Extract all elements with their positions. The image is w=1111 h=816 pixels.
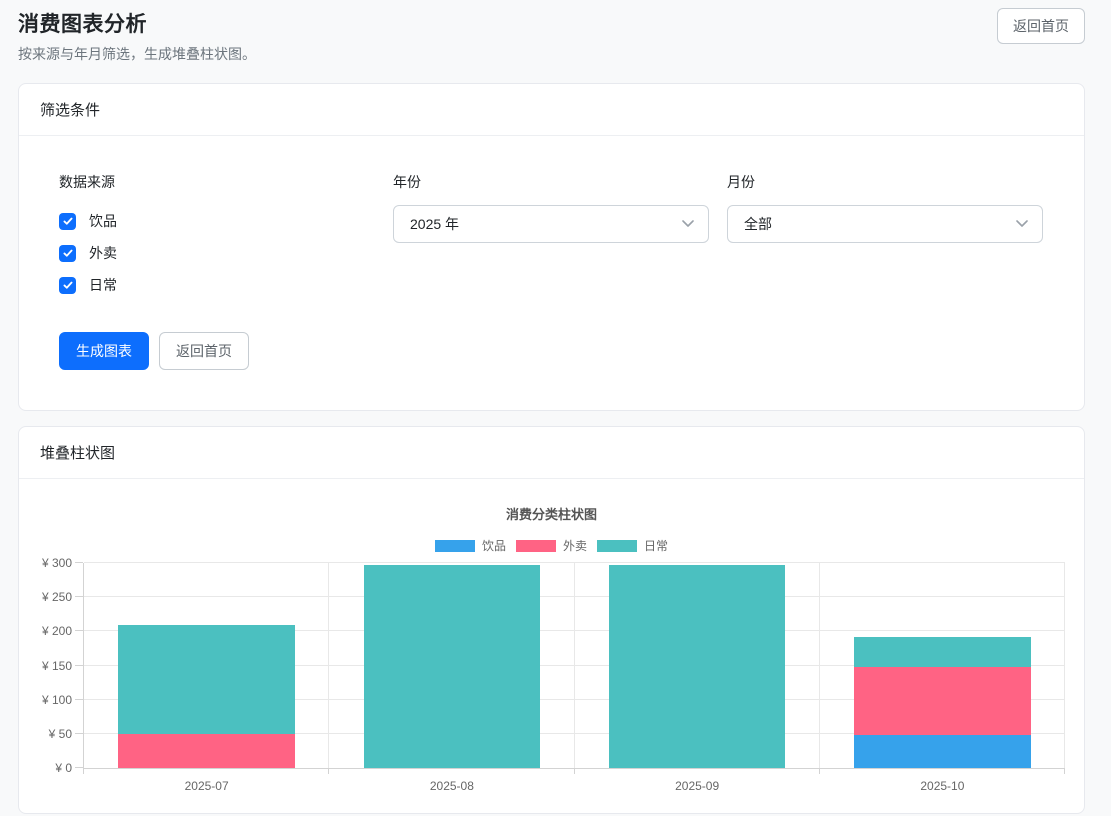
legend-swatch	[597, 539, 637, 552]
x-tick	[83, 768, 84, 774]
legend-swatch	[434, 539, 475, 552]
x-tick	[328, 768, 330, 774]
bar-segment-日常[interactable]	[118, 624, 295, 734]
category-2025-08: 2025-08	[329, 563, 574, 793]
y-gridline	[84, 630, 1065, 632]
check-icon	[63, 281, 72, 289]
legend-item-外卖[interactable]: 外卖	[515, 537, 587, 554]
chart-plot-area: ¥ 0 ¥ 50 ¥ 100 ¥ 150 ¥ 200 ¥ 250 ¥ 300 2025-07 2…	[42, 556, 1065, 793]
x-axis-label: 2025-07	[184, 779, 229, 793]
x-tick	[573, 768, 575, 774]
bar-segment-饮品[interactable]	[854, 735, 1031, 768]
y-axis-label: ¥ 150	[41, 658, 72, 673]
legend-label: 外卖	[562, 539, 587, 553]
y-tick	[75, 698, 83, 700]
x-gridline	[818, 563, 820, 768]
category-2025-09: 2025-09	[575, 563, 820, 793]
y-axis-label: ¥ 50	[48, 726, 72, 741]
x-gridline	[328, 563, 330, 768]
y-gridline	[84, 732, 1065, 734]
x-axis-label: 2025-09	[675, 779, 720, 793]
y-tick	[75, 732, 83, 734]
daily-checkbox[interactable]	[59, 276, 76, 294]
chevron-down-icon	[682, 220, 694, 227]
month-label: 月份	[727, 174, 755, 190]
page-title: 消费图表分析	[18, 13, 147, 36]
category-2025-10: 2025-10	[820, 563, 1065, 793]
y-gridline	[84, 596, 1065, 598]
legend-item-饮品[interactable]: 饮品	[434, 537, 506, 554]
legend-item-日常[interactable]: 日常	[597, 537, 668, 554]
x-gridline	[1064, 563, 1065, 768]
y-axis-label: ¥ 250	[41, 590, 72, 605]
y-axis-label: ¥ 200	[41, 624, 72, 639]
y-axis-label: ¥ 300	[41, 556, 72, 570]
chart-card-title: 堆叠柱状图	[19, 427, 1084, 479]
chart-legend: 饮品 外卖 日常	[19, 537, 1084, 554]
check-icon	[63, 217, 72, 225]
y-tick	[75, 664, 83, 666]
daily-checkbox-label: 日常	[89, 277, 117, 293]
bar-segment-外卖[interactable]	[854, 666, 1031, 736]
stacked-bar-2025-08	[363, 563, 541, 768]
y-tick	[75, 562, 83, 563]
legend-label: 饮品	[481, 539, 506, 553]
year-group: 年份 2025 年	[393, 172, 709, 301]
chart-title: 消费分类柱状图	[505, 507, 597, 522]
y-axis-label: ¥ 0	[55, 761, 72, 775]
checkbox-row-drinks[interactable]: 饮品	[59, 205, 375, 237]
year-select-value: 2025 年	[410, 216, 460, 232]
x-tick	[1064, 768, 1065, 774]
chart-card: 堆叠柱状图 消费分类柱状图 饮品 外卖 日常 ¥ 0 ¥ 50 ¥ 100 ¥ 150 ¥ …	[18, 426, 1085, 814]
chevron-down-icon	[1016, 220, 1028, 227]
back-home-button-filter[interactable]: 返回首页	[159, 332, 249, 370]
drinks-checkbox-label: 饮品	[89, 213, 117, 229]
stacked-bar-2025-09	[608, 563, 786, 768]
checkbox-row-takeout[interactable]: 外卖	[59, 237, 375, 269]
back-home-button-top[interactable]: 返回首页	[997, 8, 1085, 44]
check-icon	[63, 249, 72, 257]
page-header: 消费图表分析 按来源与年月筛选，生成堆叠柱状图。 返回首页	[18, 8, 1085, 64]
y-tick	[75, 596, 83, 598]
month-group: 月份 全部	[727, 172, 1043, 301]
filter-card-title: 筛选条件	[19, 84, 1084, 136]
month-select-value: 全部	[744, 216, 772, 232]
generate-chart-button[interactable]: 生成图表	[59, 332, 149, 370]
y-gridline	[84, 562, 1065, 563]
y-tick	[75, 630, 83, 632]
drinks-checkbox[interactable]	[59, 212, 76, 230]
legend-swatch	[515, 539, 556, 552]
filter-card: 筛选条件 数据来源 饮品 外卖 日常 年份	[18, 83, 1085, 411]
stacked-bar-2025-10	[854, 563, 1031, 768]
month-select[interactable]: 全部	[727, 205, 1043, 243]
takeout-checkbox-label: 外卖	[89, 245, 117, 261]
year-label: 年份	[393, 174, 421, 190]
category-2025-07: 2025-07	[84, 563, 329, 793]
x-axis-label: 2025-08	[429, 779, 474, 793]
bar-segment-外卖[interactable]	[118, 733, 295, 768]
page-subtitle: 按来源与年月筛选，生成堆叠柱状图。	[18, 46, 256, 62]
bar-segment-日常[interactable]	[363, 565, 541, 768]
x-gridline	[573, 563, 575, 768]
takeout-checkbox[interactable]	[59, 244, 76, 262]
y-gridline	[84, 664, 1065, 666]
stacked-bar-2025-07	[118, 563, 295, 768]
bar-segment-日常[interactable]	[854, 636, 1031, 667]
data-source-group: 数据来源 饮品 外卖 日常	[59, 172, 375, 301]
bar-segment-日常[interactable]	[608, 565, 786, 768]
data-source-label: 数据来源	[59, 174, 115, 190]
x-tick	[818, 768, 820, 774]
legend-label: 日常	[644, 539, 669, 553]
x-axis-label: 2025-10	[920, 779, 965, 793]
y-tick	[75, 767, 83, 768]
y-gridline	[84, 698, 1065, 700]
y-axis-label: ¥ 100	[41, 692, 72, 707]
year-select[interactable]: 2025 年	[393, 205, 709, 243]
stacked-bar-chart: 消费分类柱状图 饮品 外卖 日常 ¥ 0 ¥ 50 ¥ 100 ¥ 150 ¥ 200 ¥ 2…	[19, 479, 1084, 813]
checkbox-row-daily[interactable]: 日常	[59, 269, 375, 301]
